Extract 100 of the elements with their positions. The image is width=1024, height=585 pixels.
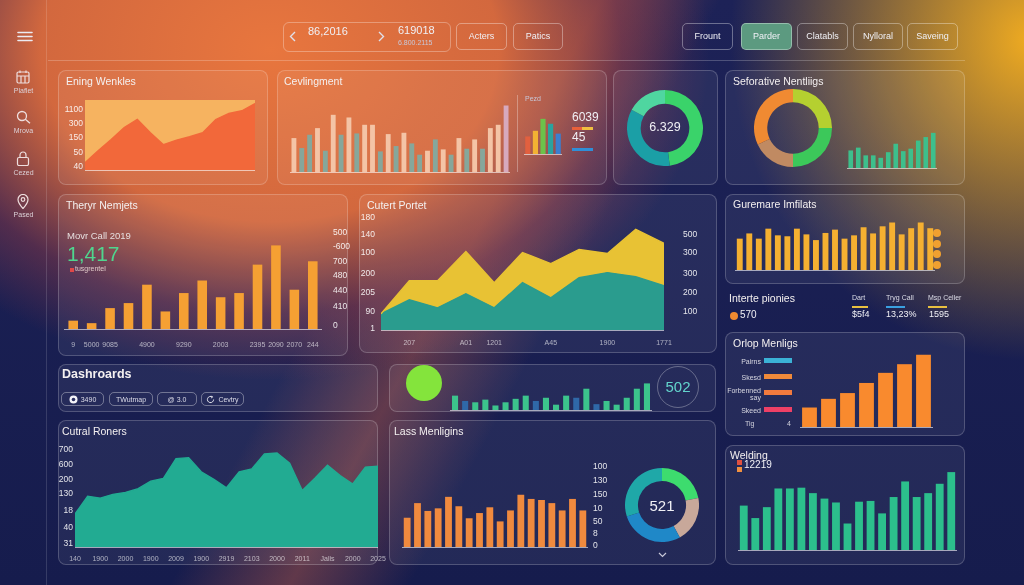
text: 1595 [929, 309, 950, 319]
donut-slice [757, 138, 793, 167]
text: 6039 [572, 110, 599, 124]
bar [548, 123, 554, 154]
bar [863, 155, 869, 168]
bar [495, 124, 501, 172]
bar [848, 150, 854, 168]
bar [893, 143, 899, 168]
bar [476, 513, 483, 547]
bar [924, 493, 933, 550]
bar [123, 303, 134, 329]
bar [234, 293, 244, 329]
bar [897, 364, 912, 427]
bar [802, 407, 817, 427]
bar [456, 138, 462, 172]
bar [797, 487, 806, 550]
bar [855, 147, 861, 168]
bar [289, 289, 300, 329]
bar [885, 152, 891, 168]
bar [315, 128, 320, 172]
text: 45 [572, 130, 586, 144]
chart-title: Cutert Portet [367, 199, 427, 211]
text: 0 [593, 539, 598, 550]
text: 40 [63, 521, 73, 532]
bar [307, 134, 313, 172]
bar [393, 146, 399, 172]
button: Acters [456, 23, 507, 50]
donut-slice [626, 512, 680, 542]
button: Parder [741, 23, 792, 50]
bar [855, 501, 863, 550]
bar [774, 235, 781, 270]
bar [947, 472, 956, 550]
text: 140 [360, 228, 375, 239]
bar [414, 503, 421, 547]
text: 50 [73, 146, 83, 157]
bar [464, 148, 470, 172]
bar [377, 151, 383, 172]
text: 480 [333, 269, 348, 280]
text: 86,2016 [308, 25, 348, 37]
text: 700 [58, 443, 73, 454]
bar [751, 518, 760, 550]
bar [912, 497, 921, 550]
text: 50 [593, 515, 603, 526]
chart-title: Orlop Menligs [733, 337, 798, 349]
bar [623, 397, 630, 410]
text: 205 [360, 286, 375, 297]
bar [362, 124, 368, 172]
bar [299, 148, 305, 172]
bar [440, 149, 446, 172]
text: 410 [333, 300, 348, 311]
bar [930, 132, 936, 168]
button: Saveing [907, 23, 958, 50]
bar [487, 128, 493, 172]
bar [105, 308, 115, 329]
text: 100 [593, 460, 608, 471]
bar [643, 383, 650, 410]
bar [452, 395, 459, 410]
bar [553, 404, 560, 410]
bar [338, 134, 344, 172]
chart-title: Welding [730, 449, 768, 461]
text: Movr Call 2019 [67, 230, 131, 241]
bar [923, 137, 929, 168]
text: 300 [683, 246, 698, 257]
bar [917, 222, 924, 270]
bar [432, 139, 438, 172]
bar [762, 507, 771, 550]
bar [613, 404, 620, 410]
bar [465, 518, 473, 547]
bar [803, 234, 810, 270]
bar [878, 513, 886, 550]
bar [870, 155, 876, 168]
bar [434, 508, 442, 547]
bar [160, 311, 171, 329]
bar [603, 400, 610, 410]
bar [525, 136, 531, 154]
text: 12219 [744, 459, 772, 470]
bar [878, 372, 893, 427]
text: 600 [58, 458, 73, 469]
bar [889, 222, 896, 270]
bar [445, 496, 452, 547]
annotation: 1,417 [67, 242, 120, 265]
bar [548, 503, 556, 547]
bar [307, 261, 318, 329]
bar [462, 400, 469, 410]
bar [424, 510, 432, 547]
donut-slice [754, 89, 793, 145]
bar [851, 235, 857, 270]
text: 0 [333, 319, 338, 330]
bar [417, 154, 423, 172]
bar [346, 117, 352, 172]
text: 502 [665, 377, 691, 395]
chart-title: Guremare Imfilats [733, 198, 817, 210]
bar [507, 510, 514, 547]
chart-title: Cutral Roners [62, 425, 127, 437]
bar [785, 488, 794, 550]
bar [755, 238, 762, 270]
button: Frount [682, 23, 733, 50]
bar [916, 354, 931, 427]
bar [86, 323, 97, 329]
bar [503, 105, 509, 172]
